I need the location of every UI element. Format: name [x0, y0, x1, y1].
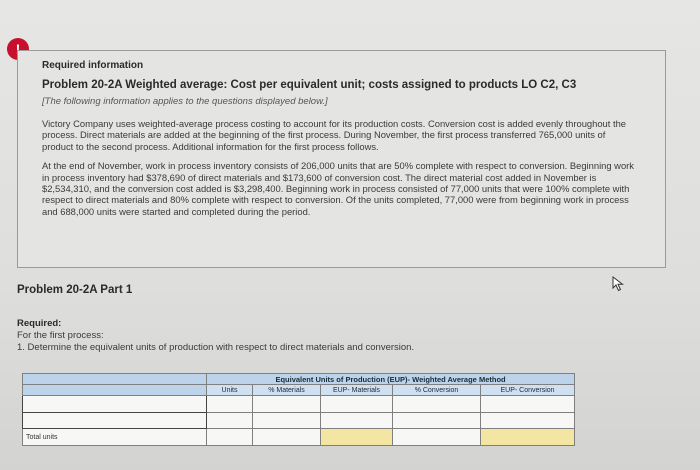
required-label: Required: — [17, 318, 62, 329]
info-paragraph-2: At the end of November, work in process … — [42, 160, 634, 217]
col-eup-materials: EUP- Materials — [320, 384, 393, 396]
col-pct-conversion: % Conversion — [392, 384, 481, 396]
total-row: Total units — [22, 428, 576, 446]
pct-conversion-input[interactable] — [392, 412, 481, 429]
total-units-label: Total units — [22, 428, 207, 446]
cursor-arrow-icon — [612, 276, 624, 292]
col-units: Units — [206, 384, 253, 396]
total-eup-conversion-input[interactable] — [479, 428, 576, 446]
units-input[interactable] — [206, 395, 253, 413]
eup-materials-input[interactable] — [320, 395, 393, 413]
pct-materials-input[interactable] — [252, 412, 321, 429]
pct-conversion-input[interactable] — [392, 395, 481, 413]
header-blank — [22, 373, 207, 385]
eup-conversion-input[interactable] — [479, 395, 576, 413]
problem-title: Problem 20-2A Weighted average: Cost per… — [42, 79, 577, 91]
part-title: Problem 20-2A Part 1 — [17, 284, 133, 296]
eup-materials-input[interactable] — [320, 412, 393, 429]
total-eup-materials-input[interactable] — [320, 428, 393, 446]
table-row — [22, 395, 576, 413]
header-blank-sub — [22, 384, 207, 396]
required-information-box: Required information Problem 20-2A Weigh… — [17, 50, 666, 268]
required-task: 1. Determine the equivalent units of pro… — [17, 342, 415, 353]
required-information-heading: Required information — [42, 60, 144, 71]
pct-materials-input[interactable] — [252, 395, 321, 413]
info-note: [The following information applies to th… — [42, 96, 328, 107]
table-caption: Equivalent Units of Production (EUP)- We… — [205, 373, 576, 385]
eup-table: Equivalent Units of Production (EUP)- We… — [22, 373, 576, 446]
total-units-input[interactable] — [206, 428, 253, 446]
description-input[interactable] — [22, 395, 207, 413]
col-pct-materials: % Materials — [252, 384, 321, 396]
total-blank — [392, 428, 481, 446]
info-paragraph-1: Victory Company uses weighted-average pr… — [42, 118, 627, 152]
table-row — [22, 412, 576, 429]
eup-conversion-input[interactable] — [479, 412, 576, 429]
units-input[interactable] — [206, 412, 253, 429]
col-eup-conversion: EUP- Conversion — [479, 384, 576, 396]
total-blank — [252, 428, 321, 446]
required-scope: For the first process: — [17, 330, 104, 341]
description-input[interactable] — [22, 412, 207, 429]
